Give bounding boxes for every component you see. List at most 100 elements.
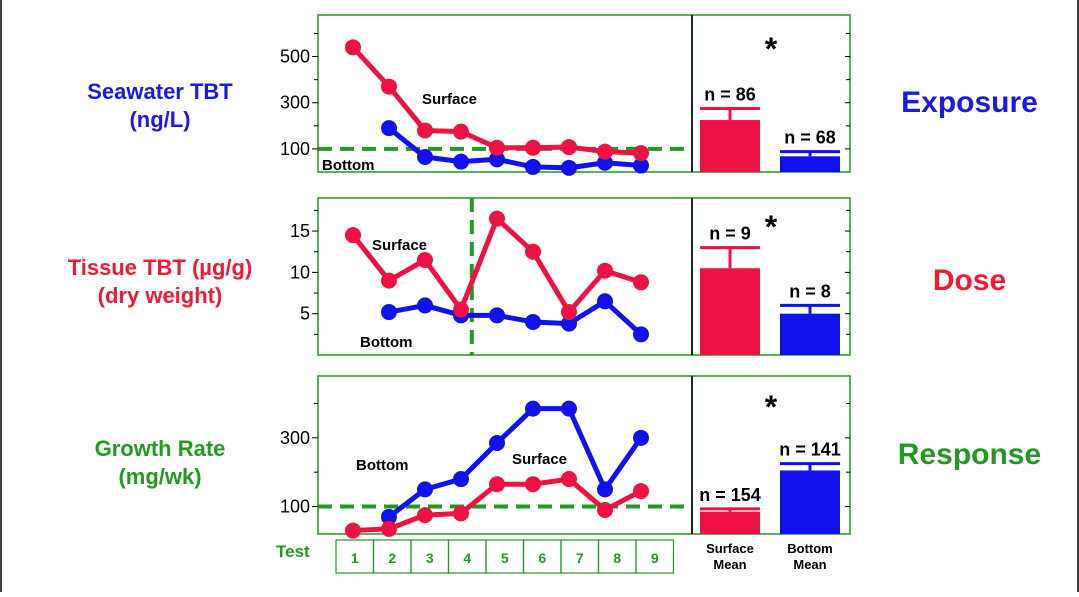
series-label-growth-surface: Surface [512,451,567,468]
point-seawater-bottom-test-6 [525,158,541,175]
point-seawater-surface-test-3 [417,122,433,139]
point-growth-bottom-test-4 [453,471,469,488]
point-seawater-bottom-test-4 [453,153,469,170]
panel-seawater: 100 300 500 Surface Bottom n = 86 n = 68 * [280,14,851,176]
test-row-label: Test [276,542,310,561]
row-label-tissue-line2: (dry weight) [97,283,223,308]
point-growth-surface-test-6 [525,476,541,493]
point-tissue-bottom-test-2 [381,304,397,321]
point-growth-surface-test-7 [561,471,577,488]
significance-star-tissue: * [765,209,778,245]
test-cell-label-3: 3 [426,550,434,566]
point-seawater-surface-test-6 [525,139,541,156]
row-label-growth-line2: (mg/wk) [118,464,202,489]
point-seawater-bottom-test-5 [489,151,505,168]
row-label-tissue: Tissue TBT (µg/g) (dry weight) [20,254,300,310]
test-cell-label-8: 8 [613,550,621,566]
side-label-response: Response [897,438,1042,471]
panel-tissue: 5 10 15 Surface Bottom n = 9 n = 8 * [290,197,851,356]
point-tissue-surface-test-9 [633,274,649,291]
ytick-label-growth-300: 300 [280,428,310,448]
bar-seawater-bottom-mean [780,156,840,172]
row-label-seawater: Seawater TBT (ng/L) [20,78,300,134]
test-cell-label-9: 9 [651,550,659,566]
point-growth-bottom-test-5 [489,434,505,451]
test-cell-label-5: 5 [501,550,509,566]
point-growth-bottom-test-6 [525,400,541,417]
row-label-tissue-line1: Tissue TBT (µg/g) [67,255,253,280]
bar-category-surface-mean-line2: Mean [713,557,746,572]
bar-category-bottom-mean-line2: Mean [793,557,826,572]
point-seawater-bottom-test-2 [381,120,397,137]
point-seawater-surface-test-1 [345,39,361,56]
point-tissue-surface-test-4 [453,301,469,318]
point-seawater-bottom-test-9 [633,157,649,174]
point-seawater-surface-test-7 [561,139,577,156]
point-tissue-bottom-test-7 [561,315,577,332]
point-growth-surface-test-5 [489,476,505,493]
n-label-growth-surface-mean: n = 154 [699,485,761,505]
significance-star-seawater: * [765,31,778,67]
bar-category-surface-mean-line1: Surface [706,541,754,556]
row-label-growth-line1: Growth Rate [94,436,226,461]
point-tissue-surface-test-2 [381,272,397,289]
ytick-label-seawater-500: 500 [280,47,310,67]
significance-star-growth: * [765,389,778,425]
panel-growth: 100 300 Surface Bottom n = 154 n = 141* [280,375,851,539]
bar-growth-surface-mean [700,511,760,534]
test-cell-label-4: 4 [463,550,471,566]
point-seawater-bottom-test-7 [561,159,577,176]
series-label-seawater-bottom: Bottom [322,157,375,174]
ytick-label-growth-100: 100 [280,497,310,517]
point-tissue-bottom-test-9 [633,326,649,343]
bar-seawater-surface-mean [700,120,760,172]
point-seawater-surface-test-4 [453,123,469,140]
series-label-tissue-bottom: Bottom [360,334,413,351]
side-label-dose: Dose [932,264,1007,297]
series-label-tissue-surface: Surface [372,237,427,254]
n-label-tissue-bottom-mean: n = 8 [789,281,831,301]
point-growth-bottom-test-7 [561,400,577,417]
point-tissue-surface-test-8 [597,262,613,279]
test-cell-label-2: 2 [388,550,396,566]
point-tissue-bottom-test-5 [489,307,505,324]
point-tissue-bottom-test-3 [417,297,433,314]
test-cell-label-7: 7 [576,550,584,566]
point-growth-bottom-test-8 [597,481,613,498]
test-cell-label-1: 1 [351,550,359,566]
point-seawater-surface-test-9 [633,145,649,162]
point-growth-surface-test-9 [633,483,649,500]
point-growth-bottom-test-3 [417,481,433,498]
ytick-label-tissue-10: 10 [290,262,310,282]
point-growth-bottom-test-9 [633,429,649,446]
n-label-seawater-surface-mean: n = 86 [704,85,756,105]
row-label-growth: Growth Rate (mg/wk) [20,435,300,491]
n-label-seawater-bottom-mean: n = 68 [784,128,836,148]
ytick-label-seawater-100: 100 [280,139,310,159]
bar-growth-bottom-mean [780,470,840,534]
point-seawater-surface-test-5 [489,139,505,156]
ytick-label-tissue-15: 15 [290,221,310,241]
point-growth-surface-test-4 [453,505,469,522]
bar-tissue-bottom-mean [780,313,840,355]
point-tissue-bottom-test-8 [597,293,613,310]
test-cell-9 [635,539,675,574]
panel-growth-line-area [317,375,693,535]
ytick-label-tissue-5: 5 [300,304,310,324]
n-label-growth-bottom-mean: n = 141 [779,440,841,460]
row-label-seawater-line1: Seawater TBT [87,79,233,104]
bar-tissue-surface-mean [700,268,760,355]
point-tissue-surface-test-5 [489,210,505,227]
point-tissue-surface-test-3 [417,251,433,268]
point-growth-surface-test-1 [345,522,361,539]
point-tissue-bottom-test-6 [525,313,541,330]
side-label-exposure: Exposure [901,86,1038,119]
point-tissue-surface-test-7 [561,304,577,321]
point-growth-bottom-test-2 [381,508,397,525]
point-growth-surface-test-3 [417,507,433,524]
series-line-seawater-surface [351,45,642,156]
bar-category-bottom-mean-line1: Bottom [787,541,833,556]
row-label-seawater-line2: (ng/L) [129,107,191,132]
series-label-growth-bottom: Bottom [356,457,409,474]
